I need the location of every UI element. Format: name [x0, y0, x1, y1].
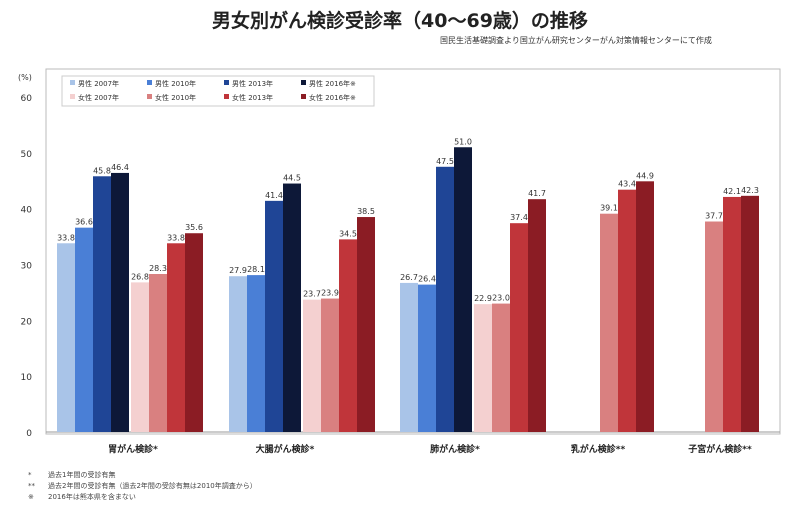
category-label: 大腸がん検診* — [256, 443, 315, 455]
y-tick-label: 10 — [21, 373, 33, 383]
bar — [510, 223, 528, 432]
data-label: 44.9 — [636, 171, 654, 180]
y-tick-label: 40 — [21, 206, 33, 216]
bar — [75, 227, 93, 432]
footnote: ※ 2016年は熊本県を含まない — [28, 493, 136, 501]
legend-box — [61, 75, 375, 107]
bar — [474, 304, 492, 432]
footnote: ** 過去2年間の受診有無（過去2年間の受診有無は2010年調査から） — [28, 482, 257, 490]
legend-swatch — [301, 94, 306, 99]
bar — [600, 213, 618, 432]
legend-label: 男性 2007年 — [78, 79, 119, 88]
bar — [57, 243, 75, 432]
bar — [283, 183, 301, 432]
data-label: 26.8 — [131, 272, 149, 281]
legend-label: 女性 2007年 — [78, 93, 119, 102]
bar — [303, 299, 321, 432]
chart-subtitle: 国民生活基礎調査より国立がん研究センターがん対策情報センターにて作成 — [440, 36, 712, 45]
footnotes: * 過去1年間の受診有無 ** 過去2年間の受診有無（過去2年間の受診有無は2010… — [28, 470, 257, 503]
legend-swatch — [224, 80, 229, 85]
bar — [339, 239, 357, 432]
data-label: 42.3 — [741, 186, 759, 195]
bar — [229, 276, 247, 432]
data-label: 37.4 — [510, 213, 528, 222]
data-label: 28.1 — [247, 265, 265, 274]
bar — [265, 200, 283, 432]
bar — [723, 196, 741, 432]
bar — [321, 298, 339, 432]
data-label: 46.4 — [111, 163, 129, 172]
data-label: 28.3 — [149, 264, 167, 273]
data-label: 39.1 — [600, 204, 618, 213]
data-label: 42.1 — [723, 187, 741, 196]
category-label: 肺がん検診* — [430, 443, 480, 455]
chart-title: 男女別がん検診受診率（40〜69歳）の推移 — [212, 10, 588, 32]
data-label: 26.4 — [418, 275, 436, 284]
data-label: 23.9 — [321, 289, 339, 298]
data-label: 43.4 — [618, 180, 636, 189]
footnote: * 過去1年間の受診有無 — [28, 471, 116, 479]
bar — [705, 221, 723, 432]
bar — [247, 275, 265, 432]
bar — [93, 176, 111, 432]
data-label: 26.7 — [400, 273, 418, 282]
data-label: 41.4 — [265, 191, 283, 200]
legend-swatch — [147, 94, 152, 99]
y-tick-label: 0 — [26, 429, 32, 439]
bar — [618, 189, 636, 432]
data-label: 33.8 — [57, 233, 75, 242]
legend-label: 女性 2010年 — [155, 93, 196, 102]
bar — [111, 172, 129, 432]
category-label: 子宮がん検診** — [688, 443, 752, 455]
data-label: 44.5 — [283, 174, 301, 183]
category-label: 乳がん検診** — [571, 443, 626, 455]
bar — [357, 217, 375, 432]
data-label: 51.0 — [454, 137, 472, 146]
bar — [418, 284, 436, 432]
data-label: 22.9 — [474, 294, 492, 303]
bar — [149, 273, 167, 432]
legend-swatch — [70, 80, 75, 85]
plot-frame — [45, 68, 781, 435]
y-tick-label: 20 — [21, 317, 33, 327]
bar — [400, 282, 418, 432]
data-label: 37.7 — [705, 212, 723, 221]
bar — [492, 303, 510, 432]
legend-label: 男性 2013年 — [232, 79, 273, 88]
legend-label: 女性 2013年 — [232, 93, 273, 102]
bar — [185, 233, 203, 432]
y-tick-label: 60 — [21, 94, 33, 104]
data-label: 34.5 — [339, 229, 357, 238]
legend-swatch — [224, 94, 229, 99]
data-label: 41.7 — [528, 189, 546, 198]
legend-swatch — [301, 80, 306, 85]
bar — [167, 243, 185, 432]
data-label: 36.6 — [75, 218, 93, 227]
legend-label: 女性 2016年※ — [309, 93, 356, 102]
bar — [528, 199, 546, 432]
y-tick-label: 30 — [21, 262, 33, 272]
data-label: 23.7 — [303, 290, 321, 299]
data-label: 35.6 — [185, 223, 203, 232]
data-label: 33.8 — [167, 233, 185, 242]
legend-label: 男性 2016年※ — [309, 79, 356, 88]
legend-swatch — [70, 94, 75, 99]
bar — [454, 147, 472, 432]
bar — [741, 195, 759, 432]
y-axis-label: (%) — [18, 73, 32, 82]
data-label: 38.5 — [357, 207, 375, 216]
bar — [436, 166, 454, 432]
data-label: 23.0 — [492, 294, 510, 303]
bar — [636, 181, 654, 432]
legend-swatch — [147, 80, 152, 85]
legend-label: 男性 2010年 — [155, 79, 196, 88]
data-label: 45.8 — [93, 166, 111, 175]
bar — [131, 282, 149, 432]
y-tick-label: 50 — [21, 150, 33, 160]
data-label: 47.5 — [436, 157, 454, 166]
data-label: 27.9 — [229, 266, 247, 275]
category-label: 胃がん検診* — [108, 443, 158, 455]
